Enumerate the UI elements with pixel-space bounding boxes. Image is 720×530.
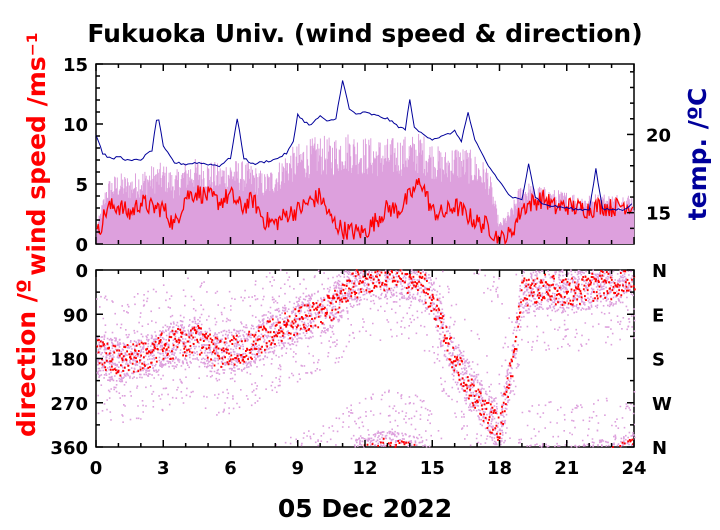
time-tick-label: 15 [420, 458, 445, 479]
wind-gust-layer [96, 134, 635, 244]
direction-ytick-label: 360 [50, 438, 88, 459]
direction-panel: 0 N 90 E 180 S 270 W 360 N 0 3 6 9 12 15 18 21 24 [50, 261, 672, 479]
compass-label: N [652, 438, 667, 459]
time-tick-label: 0 [90, 458, 103, 479]
direction-ytick-label: 270 [50, 394, 88, 415]
time-tick-label: 21 [554, 458, 579, 479]
direction-ytick-label: 90 [63, 305, 88, 326]
direction-mean-layer [96, 269, 636, 448]
compass-label: W [652, 394, 672, 415]
direction-samples [96, 269, 636, 448]
time-tick-label: 24 [621, 458, 646, 479]
temp-ytick-label: 20 [646, 125, 671, 146]
temp-ytick-label: 15 [646, 204, 671, 225]
compass-label: N [652, 261, 667, 282]
direction-samples-layer [96, 269, 636, 448]
wind-mean-layer [96, 177, 634, 246]
temperature-axis-label: temp. /ºC [683, 88, 712, 221]
wind-mean-line [96, 177, 634, 246]
wind-panel: 0 5 10 15 15 20 [63, 55, 671, 256]
temperature-line [95, 80, 633, 212]
time-tick-label: 12 [352, 458, 377, 479]
chart-title: Fukuoka Univ. (wind speed & direction) [87, 19, 642, 48]
time-tick-label: 3 [157, 458, 170, 479]
compass-label: S [652, 350, 665, 371]
wind-speed-axis-label: wind speed /ms⁻¹ [22, 32, 51, 276]
direction-axis-label: direction /º [12, 279, 41, 437]
wind-ytick-label: 5 [75, 175, 88, 196]
wind-gust-band [96, 134, 635, 244]
direction-axis-ticks: 0 N 90 E 180 S 270 W 360 N 0 3 6 9 12 15 18 21 24 [50, 261, 672, 479]
direction-mean-points [96, 269, 636, 448]
time-tick-label: 18 [487, 458, 512, 479]
wind-ytick-label: 15 [63, 55, 88, 76]
time-tick-label: 9 [291, 458, 304, 479]
temperature-layer [95, 80, 633, 212]
date-label: 05 Dec 2022 [278, 494, 452, 523]
wind-ytick-label: 10 [63, 115, 88, 136]
direction-ytick-label: 180 [50, 350, 88, 371]
wind-axis-ticks: 0 5 10 15 15 20 [63, 55, 671, 256]
direction-ytick-label: 0 [75, 261, 88, 282]
compass-label: E [652, 305, 664, 326]
wind-ytick-label: 0 [75, 235, 88, 256]
time-tick-label: 6 [224, 458, 237, 479]
